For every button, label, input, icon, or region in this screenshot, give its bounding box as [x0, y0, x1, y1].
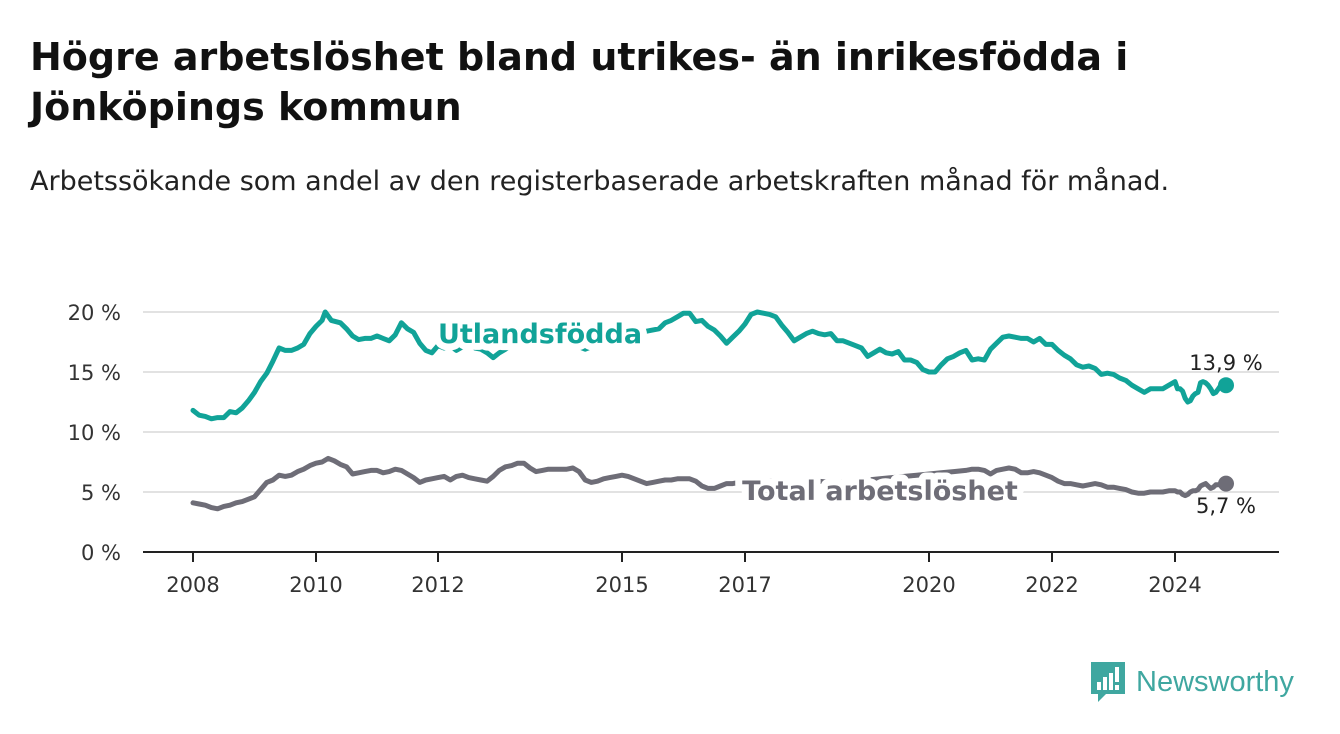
y-tick-label: 10 % [68, 421, 121, 445]
series-line-total [190, 455, 1229, 512]
y-tick-label: 0 % [81, 541, 121, 565]
x-tick-label: 2012 [411, 573, 464, 597]
y-tick-label: 15 % [68, 361, 121, 385]
series-line-utlandsfodda [190, 309, 1229, 422]
series-end-value-label: 13,9 % [1189, 351, 1262, 375]
x-tick-label: 2015 [595, 573, 648, 597]
x-tick-label: 2022 [1025, 573, 1078, 597]
chart-subtitle: Arbetssökande som andel av den registerb… [30, 166, 1170, 197]
series-name-label: Utlandsfödda [438, 319, 642, 350]
chart-title: Högre arbetslöshet bland utrikes- än inr… [30, 35, 1129, 129]
y-tick-label: 20 % [68, 301, 121, 325]
y-tick-label: 5 % [81, 481, 121, 505]
x-tick-label: 2010 [289, 573, 342, 597]
bar-chart-speech-bubble-icon [1091, 662, 1125, 702]
brand-logo: Newsworthy [1088, 660, 1294, 704]
x-tick-label: 2020 [902, 573, 955, 597]
series-name-label: Total arbetslöshet [742, 476, 1018, 507]
series-name-halo: Utlandsfödda [438, 319, 642, 350]
series-name-halo: Total arbetslöshet [742, 476, 1018, 507]
series-end-point [1218, 377, 1234, 394]
brand-name: Newsworthy [1136, 665, 1294, 698]
x-tick-label: 2008 [166, 573, 219, 597]
series-end-value-label: 5,7 % [1196, 494, 1256, 518]
x-tick-label: 2024 [1148, 573, 1201, 597]
x-tick-label: 2017 [718, 573, 771, 597]
series-end-point [1218, 475, 1234, 492]
